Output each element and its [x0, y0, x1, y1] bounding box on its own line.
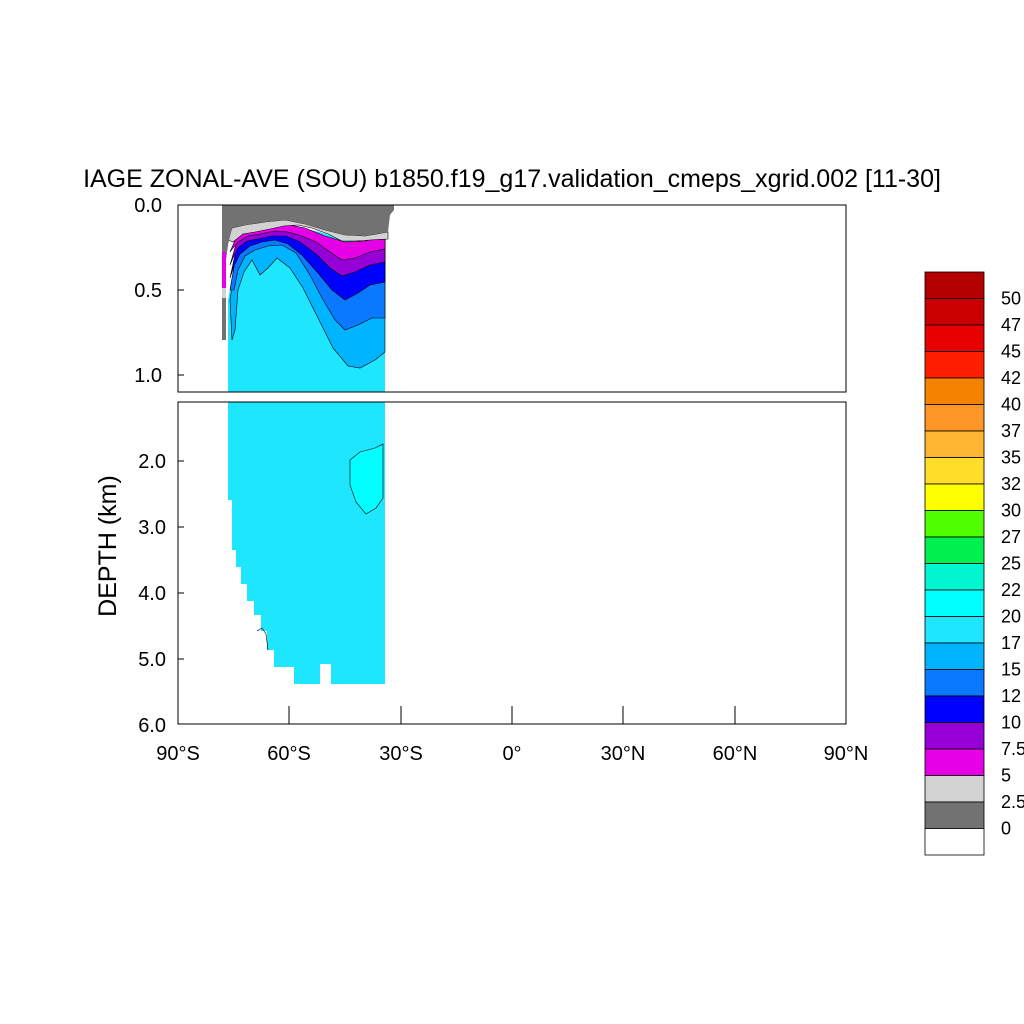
colorbar-labels: 50 47 45 42 40 37 35 32 30 27 25 22 20 17 15 12 10 7.5 5 2.… — [1001, 289, 1024, 839]
colorbar-label: 37 — [1001, 421, 1021, 441]
colorbar-label: 12 — [1001, 686, 1021, 706]
colorbar-label: 20 — [1001, 607, 1021, 627]
colorbar-swatch — [924, 298, 985, 326]
colorbar-label: 47 — [1001, 315, 1021, 335]
upper-panel — [222, 205, 394, 392]
colorbar-label: 2.5 — [1001, 792, 1024, 812]
y-tick-label-lower-1: 3.0 — [138, 517, 166, 539]
lower-panel — [228, 402, 385, 684]
colorbar-label: 0 — [1001, 819, 1011, 839]
colorbar-swatch — [924, 324, 985, 352]
colorbar-swatch — [924, 589, 985, 617]
colorbar-swatch — [924, 775, 985, 803]
colorbar-swatch — [924, 616, 985, 644]
colorbar-swatch — [924, 377, 985, 405]
field-fill-2-5 — [227, 219, 389, 243]
y-tick-label-lower-3: 5.0 — [138, 649, 166, 671]
colorbar-swatch — [924, 510, 985, 538]
upper-panel-frame — [177, 204, 847, 393]
colorbar-label: 35 — [1001, 448, 1021, 468]
colorbar-label: 42 — [1001, 368, 1021, 388]
colorbar-label: 10 — [1001, 713, 1021, 733]
colorbar-swatch — [924, 669, 985, 697]
x-tick-label-6: 90°N — [824, 743, 869, 765]
colorbar-swatch — [924, 351, 985, 379]
field-fill-gray-edge — [222, 288, 226, 298]
colorbar-swatch — [924, 430, 985, 458]
colorbar-swatch — [924, 748, 985, 776]
colorbar-swatch — [924, 271, 985, 299]
y-tick-label-lower-0: 2.0 — [138, 451, 166, 473]
y-tick-label-upper-1: 0.5 — [134, 280, 162, 302]
x-tick-marks — [177, 706, 847, 724]
y-tick-label-lower-2: 4.0 — [138, 583, 166, 605]
y-tick-label-lower-4: 6.0 — [138, 715, 166, 737]
field-contour-deep — [256, 627, 269, 651]
y-tick-label-upper-0: 0.0 — [134, 195, 162, 217]
chart-title: IAGE ZONAL-AVE (SOU) b1850.f19_g17.valid… — [83, 165, 941, 193]
colorbar-swatch — [924, 722, 985, 750]
y-tick-label-upper-2: 1.0 — [134, 365, 162, 387]
y-tick-marks — [178, 204, 184, 660]
x-tick-label-5: 60°N — [713, 743, 758, 765]
colorbar — [924, 271, 985, 856]
field-fill-magenta-edge — [222, 252, 226, 288]
x-tick-label-4: 30°N — [601, 743, 646, 765]
x-tick-label-0: 90°S — [156, 743, 200, 765]
colorbar-label: 50 — [1001, 289, 1021, 309]
x-tick-label-1: 60°S — [267, 743, 311, 765]
x-tick-label-2: 30°S — [379, 743, 423, 765]
colorbar-label: 45 — [1001, 342, 1021, 362]
colorbar-swatch — [924, 695, 985, 723]
colorbar-swatch — [924, 642, 985, 670]
colorbar-swatch — [924, 536, 985, 564]
colorbar-swatch — [924, 828, 985, 856]
x-tick-label-3: 0° — [502, 743, 521, 765]
colorbar-label: 40 — [1001, 395, 1021, 415]
field-fill-20 — [349, 443, 384, 515]
colorbar-label: 27 — [1001, 527, 1021, 547]
colorbar-swatch — [924, 483, 985, 511]
field-fill-0 — [222, 205, 394, 340]
colorbar-label: 25 — [1001, 554, 1021, 574]
field-fill-17-deep — [228, 402, 385, 684]
colorbar-swatch — [924, 801, 985, 829]
colorbar-label: 15 — [1001, 660, 1021, 680]
colorbar-label: 17 — [1001, 633, 1021, 653]
colorbar-swatch — [924, 563, 985, 591]
colorbar-label: 30 — [1001, 501, 1021, 521]
colorbar-swatch — [924, 457, 985, 485]
colorbar-label: 5 — [1001, 766, 1011, 786]
y-axis-label: DEPTH (km) — [94, 475, 122, 617]
colorbar-label: 22 — [1001, 580, 1021, 600]
colorbar-label: 7.5 — [1001, 739, 1024, 759]
colorbar-label: 32 — [1001, 474, 1021, 494]
colorbar-swatch — [924, 404, 985, 432]
